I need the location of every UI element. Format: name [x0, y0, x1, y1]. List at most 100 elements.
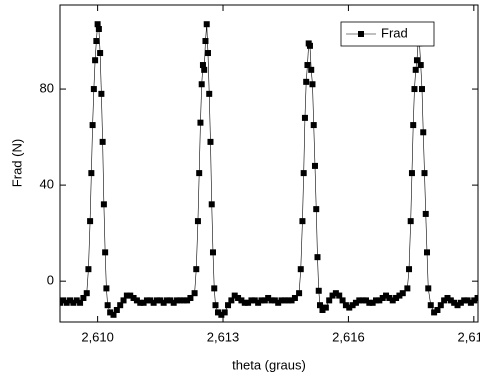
marker [411, 86, 418, 93]
marker [314, 254, 321, 261]
marker [218, 311, 225, 318]
marker [410, 122, 417, 129]
marker [110, 311, 117, 318]
marker [102, 249, 109, 256]
marker [255, 299, 262, 306]
marker [467, 299, 474, 306]
marker [407, 218, 414, 225]
marker [245, 299, 252, 306]
marker [304, 62, 311, 69]
marker [418, 86, 425, 93]
marker [231, 292, 238, 299]
marker [383, 292, 390, 299]
marker [174, 297, 181, 304]
marker [184, 297, 191, 304]
marker [376, 297, 383, 304]
marker [359, 297, 366, 304]
marker [406, 266, 413, 273]
marker [67, 297, 74, 304]
marker [396, 292, 403, 299]
marker [235, 294, 242, 301]
marker [77, 299, 84, 306]
marker [301, 114, 308, 121]
marker [310, 122, 317, 129]
marker [199, 62, 206, 69]
marker [143, 297, 150, 304]
marker [206, 90, 213, 97]
marker [417, 62, 424, 69]
marker [127, 292, 134, 299]
plot-frame [59, 4, 479, 323]
marker [308, 66, 315, 73]
marker [373, 297, 380, 304]
marker [208, 201, 215, 208]
marker [92, 57, 99, 64]
marker [309, 81, 316, 88]
y-tick-label: 80 [40, 80, 54, 95]
marker [238, 297, 245, 304]
marker [63, 299, 70, 306]
x-tick-label: 2,613 [207, 329, 240, 344]
marker [140, 299, 147, 306]
marker [103, 285, 110, 292]
marker [404, 285, 411, 292]
marker [329, 292, 336, 299]
marker [90, 86, 97, 93]
marker [85, 266, 92, 273]
marker [461, 297, 468, 304]
marker [170, 299, 177, 306]
marker [225, 302, 232, 309]
marker [228, 297, 235, 304]
marker [421, 170, 428, 177]
marker [296, 290, 303, 297]
marker [194, 218, 201, 225]
marker [268, 297, 275, 304]
marker [251, 297, 258, 304]
marker [160, 299, 167, 306]
marker [120, 297, 127, 304]
marker [97, 50, 104, 57]
marker [164, 297, 171, 304]
marker [322, 304, 329, 311]
marker [60, 297, 67, 304]
marker [203, 21, 210, 28]
x-tick-label: 2,610 [81, 329, 114, 344]
marker [447, 297, 454, 304]
y-axis-label: Frad (N) [9, 139, 24, 187]
marker [80, 294, 87, 301]
marker [319, 306, 326, 313]
marker [451, 299, 458, 306]
marker [107, 309, 114, 316]
marker [285, 297, 292, 304]
marker [349, 302, 356, 309]
marker [306, 42, 313, 49]
marker [117, 302, 124, 309]
marker [464, 297, 471, 304]
marker [303, 78, 310, 85]
marker [389, 297, 396, 304]
marker [133, 297, 140, 304]
marker [104, 302, 111, 309]
marker [100, 201, 107, 208]
marker [204, 50, 211, 57]
marker [123, 292, 130, 299]
marker [265, 294, 272, 301]
marker [70, 299, 77, 306]
marker [215, 309, 222, 316]
marker [83, 290, 90, 297]
marker [207, 138, 214, 145]
marker [88, 170, 95, 177]
marker [326, 297, 333, 304]
y-tick-label: 0 [47, 273, 54, 288]
marker [241, 299, 248, 306]
marker [362, 297, 369, 304]
marker [271, 297, 278, 304]
marker [441, 297, 448, 304]
x-tick-label: 2,619 [458, 329, 480, 344]
marker [352, 299, 359, 306]
marker [399, 290, 406, 297]
marker [379, 294, 386, 301]
marker [412, 66, 419, 73]
x-axis-label: theta (graus) [232, 357, 306, 372]
